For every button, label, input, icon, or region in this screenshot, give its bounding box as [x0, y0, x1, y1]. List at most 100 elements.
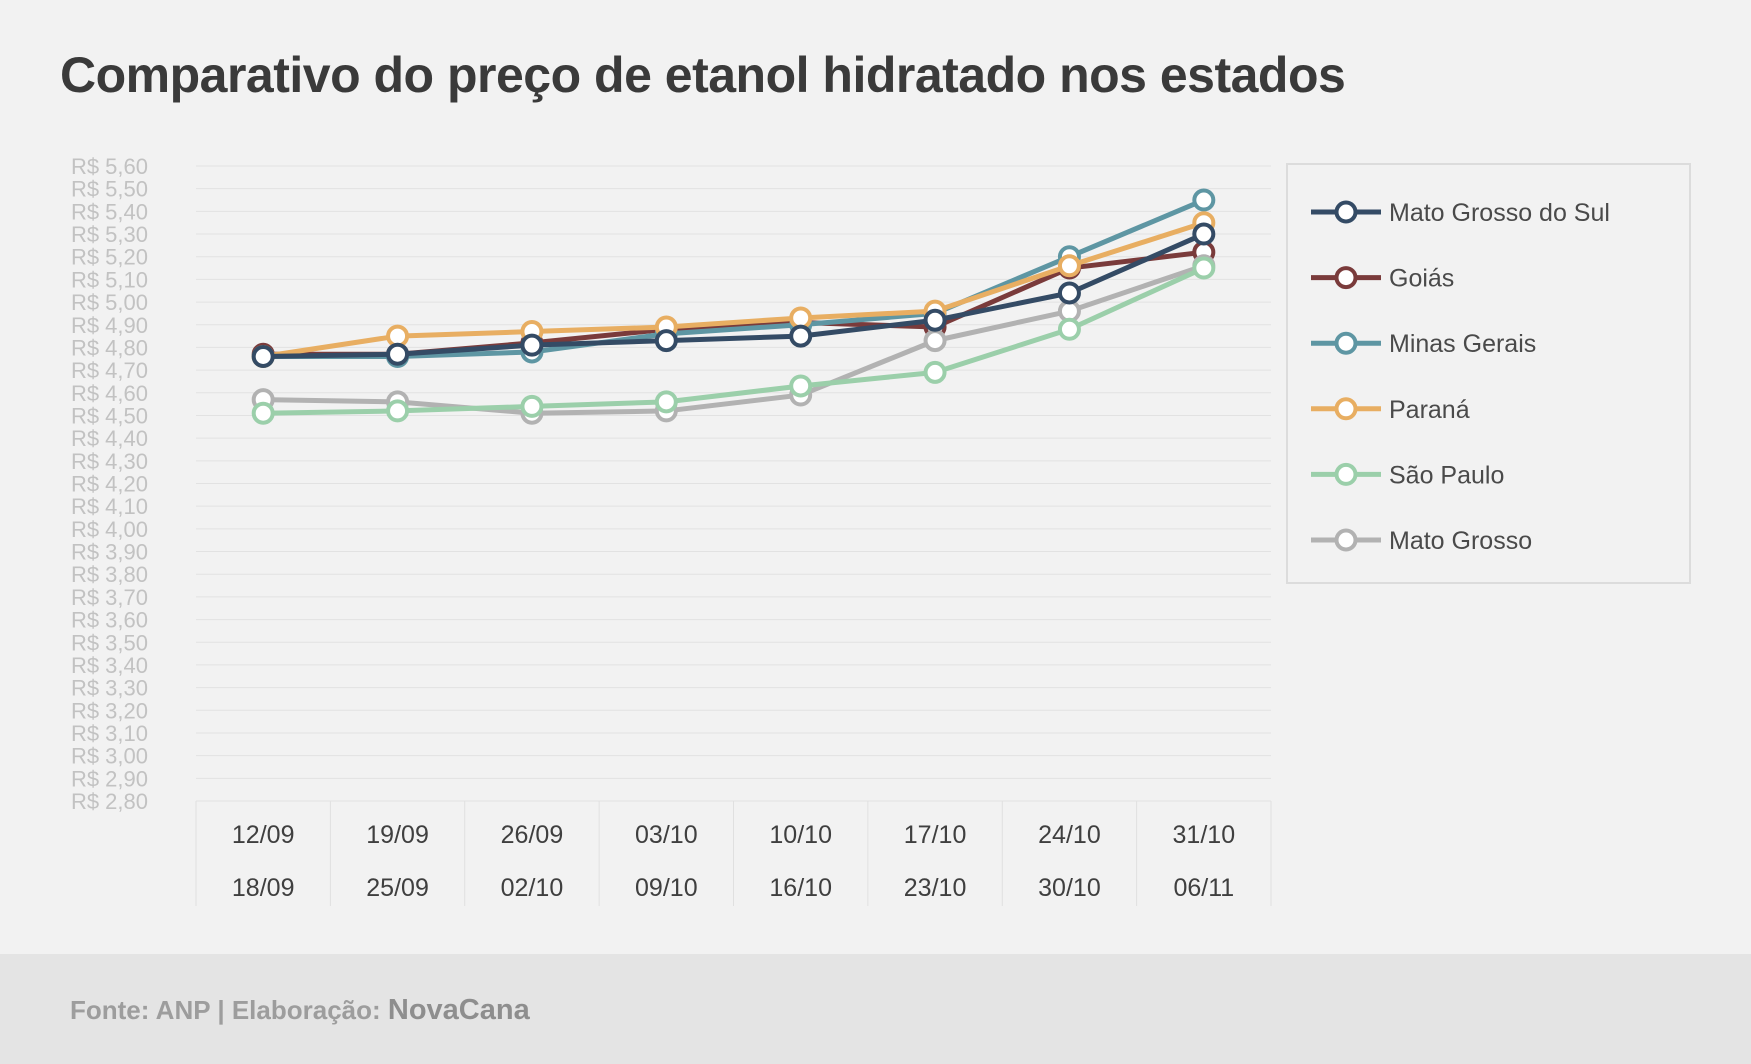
data-point [923, 308, 947, 332]
y-tick-label: R$ 3,90 [71, 540, 148, 565]
x-tick-label-start: 24/10 [1038, 821, 1101, 849]
x-tick-label-end: 16/10 [769, 874, 832, 902]
y-tick-label: R$ 5,30 [71, 222, 148, 247]
x-tick-label-end: 02/10 [501, 874, 564, 902]
series-line [262, 220, 1205, 359]
data-point [1192, 256, 1216, 280]
x-tick-label-start: 17/10 [904, 821, 967, 849]
legend-swatch-marker [1334, 331, 1358, 355]
data-point [251, 345, 275, 368]
y-tick-label: R$ 2,90 [71, 766, 148, 791]
legend-label: Minas Gerais [1389, 330, 1536, 358]
data-point [1057, 254, 1081, 278]
legend-swatch-marker [1334, 462, 1358, 486]
legend-swatch-marker [1334, 266, 1358, 290]
y-tick-label: R$ 4,00 [71, 517, 148, 542]
data-point [789, 374, 813, 398]
series-line [263, 265, 1205, 416]
legend-swatch-marker [1334, 528, 1358, 552]
y-tick-label: R$ 4,30 [71, 449, 148, 474]
series-mato-grosso-do-sul [251, 222, 1216, 368]
y-tick-label: R$ 3,20 [71, 698, 148, 723]
series-line [263, 231, 1205, 359]
footer: Fonte: ANP | Elaboração: NovaCana [0, 954, 1751, 1064]
y-tick-label: R$ 5,50 [71, 177, 148, 202]
data-point [789, 324, 813, 348]
data-point [386, 399, 410, 423]
series-line [263, 197, 1205, 359]
data-point [1057, 281, 1081, 305]
legend-item: Paraná [1311, 396, 1470, 424]
x-tick-label-start: 12/09 [232, 821, 295, 849]
data-point [386, 342, 410, 366]
legend-item: Mato Grosso do Sul [1311, 199, 1610, 227]
legend-label: Mato Grosso [1389, 527, 1532, 555]
y-tick-label: R$ 4,40 [71, 426, 148, 451]
data-point [1192, 222, 1216, 246]
y-tick-label: R$ 2,80 [71, 789, 148, 814]
data-point [520, 394, 544, 418]
y-tick-label: R$ 3,80 [71, 562, 148, 587]
y-tick-label: R$ 5,20 [71, 245, 148, 270]
legend-item: São Paulo [1311, 461, 1504, 489]
y-tick-label: R$ 4,10 [71, 494, 148, 519]
legend-label: Paraná [1389, 396, 1470, 424]
x-tick-label-end: 25/09 [366, 874, 429, 902]
x-tick-label-end: 18/09 [232, 874, 295, 902]
legend-label: Goiás [1389, 265, 1454, 293]
series-line [263, 263, 1205, 416]
data-point [251, 401, 275, 425]
y-tick-label: R$ 4,60 [71, 381, 148, 406]
x-tick-label-start: 19/09 [366, 821, 429, 849]
y-tick-label: R$ 3,60 [71, 608, 148, 633]
legend-item: Mato Grosso [1311, 527, 1532, 555]
brand-name: NovaCana [387, 994, 530, 1026]
data-point [520, 333, 544, 357]
x-tick-label-end: 06/11 [1173, 874, 1234, 902]
legend-item: Minas Gerais [1311, 330, 1536, 358]
legend-box [1286, 163, 1691, 584]
legend-swatch-marker [1334, 200, 1358, 224]
y-tick-label: R$ 4,20 [71, 472, 148, 497]
y-tick-label: R$ 4,80 [71, 335, 148, 360]
legend-label: São Paulo [1389, 461, 1504, 489]
x-tick-label-start: 10/10 [769, 821, 832, 849]
y-tick-label: R$ 3,50 [71, 630, 148, 655]
y-axis: R$ 2,80R$ 2,90R$ 3,00R$ 3,10R$ 3,20R$ 3,… [71, 154, 148, 814]
legend-label: Mato Grosso do Sul [1389, 199, 1610, 227]
y-tick-label: R$ 5,60 [71, 154, 148, 179]
legend-item: Goiás [1311, 265, 1454, 293]
series-lines [251, 188, 1216, 425]
data-point [923, 360, 947, 384]
y-tick-label: R$ 4,70 [71, 358, 148, 383]
chart-title: Comparativo do preço de etanol hidratado… [60, 47, 1346, 103]
x-tick-label-start: 31/10 [1173, 821, 1236, 849]
x-axis: 12/09 18/09 19/09 25/09 26/09 02/10 03/10 09/10… [195, 800, 1272, 906]
line-chart: R$ 2,80R$ 2,90R$ 3,00R$ 3,10R$ 3,20R$ 3,… [71, 154, 1691, 906]
x-tick-label-start: 03/10 [635, 821, 698, 849]
data-point [1192, 188, 1216, 212]
y-tick-label: R$ 3,40 [71, 653, 148, 678]
y-tick-label: R$ 3,00 [71, 744, 148, 769]
y-tick-label: R$ 5,00 [71, 290, 148, 315]
data-point [923, 329, 947, 353]
x-tick-label-end: 09/10 [635, 874, 698, 902]
y-tick-label: R$ 3,10 [71, 721, 148, 746]
legend: Mato Grosso do Sul Goiás Minas Gerais Paran… [1286, 163, 1691, 584]
y-tick-label: R$ 4,90 [71, 313, 148, 338]
x-tick-label-end: 30/10 [1038, 874, 1101, 902]
data-point [654, 329, 678, 353]
data-point [1057, 317, 1081, 341]
y-tick-label: R$ 3,70 [71, 585, 148, 610]
x-tick-label-start: 26/09 [501, 821, 564, 849]
y-tick-label: R$ 5,10 [71, 267, 148, 292]
legend-swatch-marker [1334, 397, 1358, 421]
source-label: Fonte: ANP | Elaboração: [70, 995, 381, 1025]
x-tick-label-end: 23/10 [904, 874, 967, 902]
y-tick-label: R$ 3,30 [71, 676, 148, 701]
series-sao-paulo [251, 256, 1216, 425]
y-tick-label: R$ 5,40 [71, 199, 148, 224]
data-point [654, 390, 678, 414]
source-credit: Fonte: ANP | Elaboração: NovaCana [70, 994, 530, 1027]
y-tick-label: R$ 4,50 [71, 403, 148, 428]
